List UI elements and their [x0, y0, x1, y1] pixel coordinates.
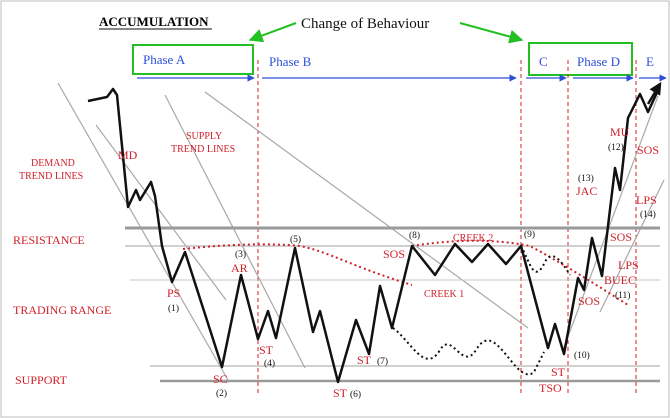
number-2: (2)	[216, 388, 227, 399]
number-14: (14)	[640, 209, 656, 220]
number-3: (3)	[235, 249, 246, 260]
demand-trend-line-2	[95, 124, 227, 301]
number-6: (6)	[350, 389, 361, 400]
number-10: (10)	[574, 350, 590, 361]
markup-channel-line-1	[562, 95, 659, 351]
creek-1-label: CREEK 1	[424, 289, 464, 300]
number-13: (13)	[578, 173, 594, 184]
resistance-label: RESISTANCE	[13, 233, 85, 247]
support-label: SUPPORT	[15, 373, 68, 387]
demand-trend-line-1	[57, 82, 229, 381]
number-12: (12)	[608, 142, 624, 153]
demand-trend-lines-label-1: DEMAND	[31, 158, 75, 169]
ar-label: AR	[231, 261, 248, 275]
price-path	[87, 85, 662, 384]
st-6-label: ST	[333, 386, 348, 400]
sos-low-label: SOS	[578, 294, 600, 308]
number-1: (1)	[168, 303, 179, 314]
supply-trend-lines-label-2: TREND LINES	[171, 144, 235, 155]
phase-c-d-box	[528, 42, 633, 76]
creek-2-label: CREEK 2	[453, 233, 493, 244]
supply-trend-line-2	[204, 91, 529, 329]
st-4-label: ST	[259, 343, 274, 357]
markup-arrow	[646, 81, 662, 105]
tso-label: TSO	[539, 381, 562, 395]
sos-mid-label: SOS	[610, 230, 632, 244]
number-4: (4)	[264, 358, 275, 369]
phase-c-label: C	[539, 54, 548, 69]
lps-11-label: LPS	[618, 258, 639, 272]
mu-label: MU	[610, 125, 630, 139]
number-5: (5)	[290, 234, 301, 245]
demand-trend-lines-label-2: TREND LINES	[19, 171, 83, 182]
st-tso-label: ST	[551, 365, 566, 379]
trading-range-label: TRADING RANGE	[13, 303, 111, 317]
change-of-behaviour-label: Change of Behaviour	[301, 16, 429, 32]
sos-upper-label: SOS	[637, 143, 659, 157]
phase-a-box	[132, 44, 254, 75]
range-lines	[125, 226, 660, 383]
md-label: MD	[118, 148, 138, 162]
supply-trend-line-1	[164, 94, 306, 369]
lps-14-label: LPS	[636, 193, 657, 207]
jac-label: JAC	[576, 184, 597, 198]
creek-1-line	[182, 243, 413, 286]
sc-label: SC	[213, 372, 228, 386]
phase-b-label: Phase B	[269, 54, 312, 69]
phase-e-label: E	[646, 54, 654, 69]
st-7-label: ST	[357, 353, 372, 367]
number-11: (11)	[615, 290, 630, 301]
supply-trend-lines-label-1: SUPPLY	[186, 131, 222, 142]
phase-a-label: Phase A	[143, 52, 186, 67]
number-8: (8)	[409, 230, 420, 241]
phase-d-label: Phase D	[577, 54, 620, 69]
number-9: (9)	[524, 229, 535, 240]
change-of-behaviour-left-arrow	[248, 22, 297, 43]
sos-8-label: SOS	[383, 247, 405, 261]
change-of-behaviour-right-arrow	[459, 22, 524, 44]
ps-label: PS	[167, 286, 180, 300]
number-7: (7)	[377, 356, 388, 367]
diagram-title: ACCUMULATION	[99, 14, 209, 29]
creek-2-line	[411, 239, 629, 306]
alternative-path-high	[520, 245, 571, 276]
buec-label: BUEC	[604, 273, 636, 287]
